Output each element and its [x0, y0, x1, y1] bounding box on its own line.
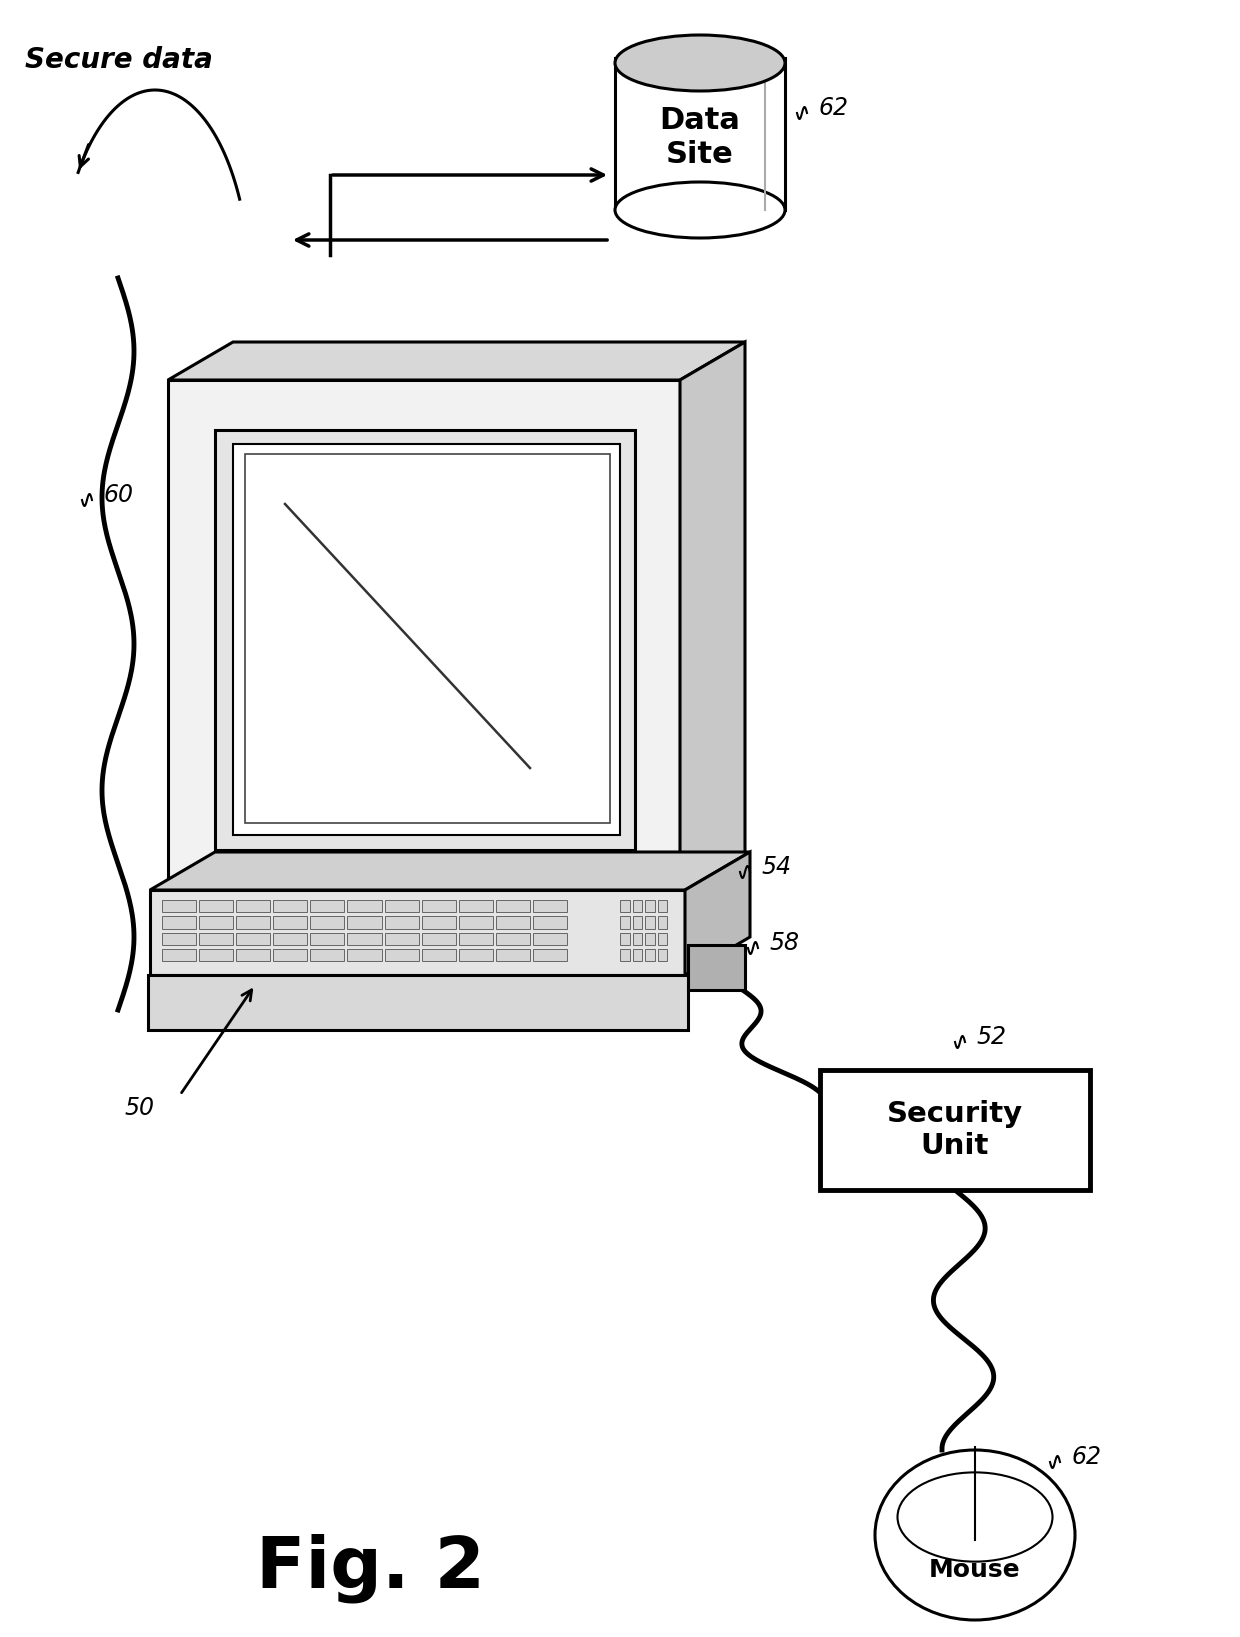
Bar [620, 900, 630, 912]
Bar [310, 917, 345, 928]
Ellipse shape [615, 182, 785, 237]
Bar [162, 949, 196, 961]
Bar [162, 900, 196, 912]
Text: 58: 58 [770, 931, 800, 954]
Ellipse shape [875, 1450, 1075, 1621]
Bar [236, 949, 270, 961]
Bar [162, 933, 196, 945]
Text: 50: 50 [125, 1097, 155, 1120]
Polygon shape [148, 976, 688, 1030]
Bar [645, 900, 655, 912]
Bar [236, 917, 270, 928]
Bar [200, 900, 233, 912]
Bar [347, 933, 382, 945]
Bar [200, 949, 233, 961]
Bar [236, 900, 270, 912]
Bar [422, 933, 456, 945]
Bar [273, 933, 308, 945]
Bar [620, 917, 630, 928]
Polygon shape [167, 380, 680, 891]
Bar [533, 949, 567, 961]
Bar [459, 917, 492, 928]
Text: Security
Unit: Security Unit [887, 1100, 1023, 1161]
Text: 52: 52 [977, 1025, 1007, 1049]
Text: Mouse: Mouse [929, 1558, 1021, 1581]
Polygon shape [680, 342, 745, 891]
Bar [657, 933, 667, 945]
Bar [459, 900, 492, 912]
Bar [422, 917, 456, 928]
Bar [645, 917, 655, 928]
Bar [422, 900, 456, 912]
Polygon shape [246, 453, 610, 823]
Bar [384, 949, 419, 961]
Text: 62: 62 [1073, 1445, 1102, 1468]
Polygon shape [684, 851, 750, 976]
Bar [632, 933, 642, 945]
Bar [645, 949, 655, 961]
Bar [273, 917, 308, 928]
Bar [496, 949, 529, 961]
Bar [657, 900, 667, 912]
Polygon shape [150, 851, 750, 891]
Bar [645, 933, 655, 945]
Bar [347, 949, 382, 961]
Bar [620, 949, 630, 961]
Bar [620, 933, 630, 945]
Bar [496, 917, 529, 928]
Bar [236, 933, 270, 945]
Bar [657, 949, 667, 961]
Bar [200, 933, 233, 945]
Bar [496, 933, 529, 945]
Bar [422, 949, 456, 961]
Ellipse shape [898, 1472, 1053, 1562]
Text: 60: 60 [104, 483, 134, 507]
Bar [459, 933, 492, 945]
Bar [632, 900, 642, 912]
Bar [200, 917, 233, 928]
Text: Secure data: Secure data [25, 46, 213, 74]
Bar [657, 917, 667, 928]
Polygon shape [215, 431, 635, 850]
Bar [384, 933, 419, 945]
Bar [533, 917, 567, 928]
Text: 62: 62 [818, 97, 849, 120]
Polygon shape [150, 891, 684, 976]
Bar [632, 949, 642, 961]
Bar [273, 949, 308, 961]
Ellipse shape [615, 34, 785, 92]
Bar [347, 917, 382, 928]
Bar [347, 900, 382, 912]
Bar [273, 900, 308, 912]
Polygon shape [615, 57, 785, 210]
Text: Fig. 2: Fig. 2 [255, 1534, 485, 1603]
Bar [310, 949, 345, 961]
Bar [384, 900, 419, 912]
Bar [820, 1071, 1090, 1190]
Bar [310, 933, 345, 945]
Bar [533, 933, 567, 945]
Polygon shape [167, 342, 745, 380]
Bar [533, 900, 567, 912]
Bar [496, 900, 529, 912]
Text: 54: 54 [763, 855, 792, 879]
Polygon shape [233, 444, 620, 835]
Bar [162, 917, 196, 928]
Bar [632, 917, 642, 928]
Bar [384, 917, 419, 928]
Polygon shape [688, 945, 745, 990]
Text: Data
Site: Data Site [660, 106, 740, 169]
Bar [459, 949, 492, 961]
Bar [310, 900, 345, 912]
